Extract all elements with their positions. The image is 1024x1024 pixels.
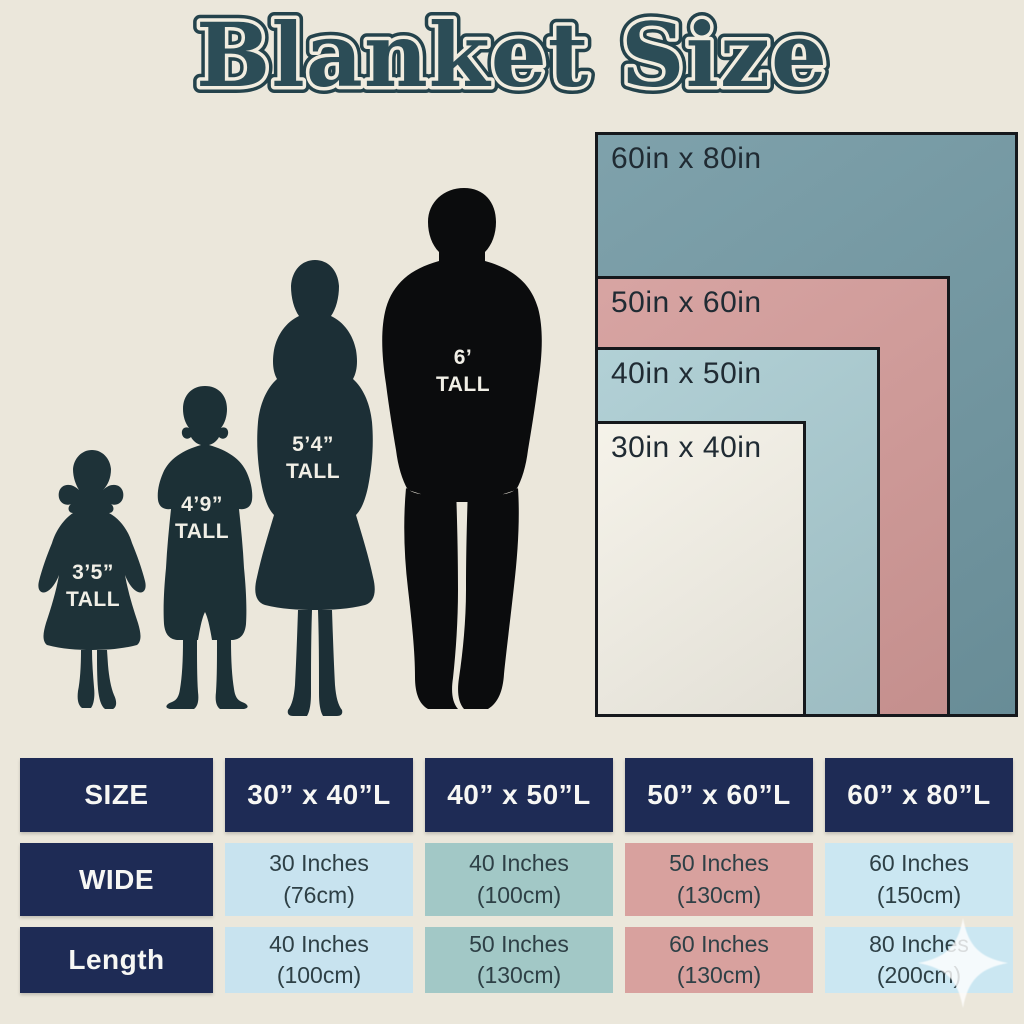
boy-height-value: 4’9” bbox=[181, 493, 223, 516]
sparkle-icon bbox=[918, 918, 1008, 1008]
woman-silhouette bbox=[255, 260, 375, 716]
cell-cm: (100cm) bbox=[476, 881, 562, 908]
table-header-40x50: 40” x 50”L bbox=[425, 758, 613, 832]
page-title-text: Blanket Size bbox=[196, 3, 828, 107]
woman-tall-word: TALL bbox=[285, 459, 341, 483]
blanket-rect-label: 60in x 80in bbox=[611, 142, 762, 175]
table-header-30x40: 30” x 40”L bbox=[225, 758, 413, 832]
man-silhouette bbox=[382, 188, 542, 709]
man-height-value: 6’ bbox=[453, 346, 473, 369]
table-cell-wide-60x80: 60 Inches (150cm) bbox=[825, 843, 1013, 916]
table-header-50x60: 50” x 60”L bbox=[625, 758, 813, 832]
woman-silhouette-shape bbox=[255, 260, 375, 716]
boy-silhouette-shape bbox=[157, 386, 253, 709]
cell-inches: 50 Inches bbox=[469, 930, 569, 957]
cell-inches: 30 Inches bbox=[269, 850, 369, 877]
table-cell-length-30x40: 40 Inches (100cm) bbox=[225, 927, 413, 993]
blanket-rect-label: 30in x 40in bbox=[611, 431, 762, 464]
blanket-rect-30x40: 30in x 40in bbox=[595, 421, 806, 717]
table-header-size: SIZE bbox=[20, 758, 213, 832]
cell-cm: (100cm) bbox=[276, 962, 362, 988]
cell-cm: (130cm) bbox=[676, 881, 762, 908]
boy-tall-word: TALL bbox=[174, 519, 230, 543]
man-silhouette-shape bbox=[382, 188, 542, 709]
cell-inches: 60 Inches bbox=[669, 930, 769, 957]
man-height-label: 6’ TALL bbox=[413, 345, 513, 399]
cell-inches: 40 Inches bbox=[469, 850, 569, 877]
table-cell-length-40x50: 50 Inches (130cm) bbox=[425, 927, 613, 993]
page-title-outline-inner: Blanket Size bbox=[196, 3, 828, 107]
table-header-60x80: 60” x 80”L bbox=[825, 758, 1013, 832]
man-tall-word: TALL bbox=[435, 372, 491, 396]
table-cell-wide-40x50: 40 Inches (100cm) bbox=[425, 843, 613, 916]
girl-tall-word: TALL bbox=[65, 587, 121, 611]
table-row-label-length: Length bbox=[20, 927, 213, 993]
table-row-label-wide: WIDE bbox=[20, 843, 213, 916]
boy-silhouette bbox=[157, 386, 253, 709]
girl-silhouette-shape bbox=[38, 450, 146, 709]
table-cell-wide-50x60: 50 Inches (130cm) bbox=[625, 843, 813, 916]
cell-cm: (150cm) bbox=[876, 881, 962, 908]
cell-cm: (130cm) bbox=[676, 962, 762, 988]
table-cell-wide-30x40: 30 Inches (76cm) bbox=[225, 843, 413, 916]
size-table: SIZE 30” x 40”L 40” x 50”L 50” x 60”L 60… bbox=[20, 758, 1013, 993]
cell-inches: 50 Inches bbox=[669, 850, 769, 877]
woman-height-value: 5’4” bbox=[292, 433, 334, 456]
cell-inches: 40 Inches bbox=[269, 930, 369, 957]
boy-height-label: 4’9” TALL bbox=[152, 492, 252, 546]
table-cell-length-50x60: 60 Inches (130cm) bbox=[625, 927, 813, 993]
page-title-outline-outer: Blanket Size bbox=[196, 3, 828, 107]
girl-height-label: 3’5” TALL bbox=[43, 560, 143, 614]
cell-cm: (76cm) bbox=[283, 881, 355, 908]
cell-inches: 60 Inches bbox=[869, 850, 969, 877]
cell-cm: (130cm) bbox=[476, 962, 562, 988]
blanket-rect-label: 40in x 50in bbox=[611, 357, 762, 390]
page-title: Blanket Size Blanket Size Blanket Size bbox=[189, 0, 834, 114]
girl-height-value: 3’5” bbox=[72, 561, 114, 584]
girl-silhouette bbox=[38, 450, 146, 709]
blanket-rect-label: 50in x 60in bbox=[611, 286, 762, 319]
woman-height-label: 5’4” TALL bbox=[263, 432, 363, 486]
